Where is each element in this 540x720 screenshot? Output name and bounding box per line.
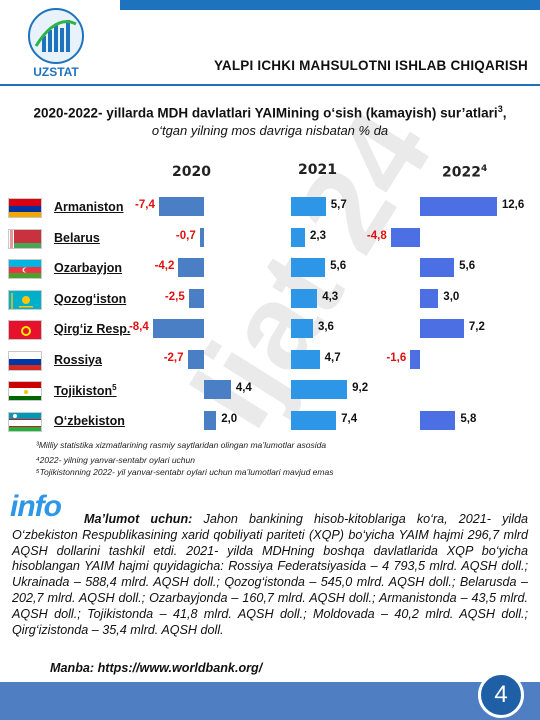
bar-2022: [390, 227, 420, 247]
belarus-flag-icon: [8, 228, 42, 249]
page-number: 4: [478, 672, 524, 718]
bar-2022: [420, 319, 464, 338]
header-accent-band: [120, 0, 540, 10]
bar-2021: [291, 197, 326, 216]
bar-2020: [178, 258, 204, 277]
page-header-title: YALPI ICHKI MAHSULOTNI ISHLAB CHIQARISH: [213, 58, 528, 73]
bar-2021: [291, 227, 306, 247]
bar-2020: [204, 380, 231, 399]
bar-2021: [291, 349, 320, 369]
data-label: 2,0: [221, 412, 238, 425]
bar-2021: [291, 319, 313, 338]
bar-2020: [204, 410, 217, 430]
bar-2022: [410, 349, 420, 369]
uzbekistan-flag-icon: [8, 411, 42, 432]
tajikistan-flag-icon: [8, 381, 42, 401]
bar-2021: [291, 288, 318, 308]
bar-2020: [188, 288, 204, 308]
data-label: 5,6: [330, 260, 347, 272]
chart-subtitle: o‘tgan yilning mos davriga nisbatan % da: [151, 123, 389, 138]
page-footer: [0, 682, 540, 720]
data-label: 5,6: [459, 260, 476, 272]
country-label: Qirg‘iz Resp.: [54, 322, 131, 336]
footnote-4: ⁴2022- yilning yanvar-sentabr oylari uch…: [36, 455, 195, 465]
info-lead: Ma’lumot uchun:: [84, 512, 193, 526]
data-label: 7,4: [341, 412, 358, 425]
year-label-2021: 2021: [298, 162, 337, 178]
data-label: 4,7: [324, 351, 341, 364]
data-label: 3,0: [443, 290, 460, 303]
country-label: Ozarbayjon: [54, 261, 123, 275]
data-label: -4,8: [366, 229, 387, 242]
data-label: 7,2: [468, 321, 485, 333]
bar-2022: [420, 410, 456, 430]
bar-2021: [291, 380, 348, 399]
russia-flag-icon: [8, 350, 42, 371]
page-header: UZSTAT YALPI ICHKI MAHSULOTNI ISHLAB CHI…: [0, 0, 540, 92]
year-label-2020: 2020: [172, 164, 211, 180]
bar-2022: [420, 197, 497, 216]
year-label-2022: 20224: [442, 164, 488, 181]
info-text: Ma’lumot uchun: Jahon bankining hisob-ki…: [12, 512, 528, 638]
country-label: Tojikiston5: [54, 383, 117, 399]
footnote-5: ⁵Tojikistonning 2022- yil yanvar-sentabr…: [36, 467, 334, 477]
bar-2022: [420, 258, 455, 277]
data-label: 12,6: [501, 199, 525, 211]
country-label: O‘zbekiston: [54, 413, 125, 428]
data-label: -8,4: [128, 321, 149, 333]
bar-2021: [291, 410, 337, 430]
data-label: 9,2: [352, 382, 369, 394]
data-label: 4,3: [322, 290, 339, 303]
logo-text: UZSTAT: [33, 65, 79, 79]
data-label: -2,5: [164, 290, 185, 303]
data-label: 3,6: [317, 321, 334, 333]
country-label: Armaniston: [54, 200, 124, 214]
info-logo: info: [10, 490, 62, 523]
footnote-3: ³Milliy statistika xizmatlarining rasmiy…: [36, 440, 327, 450]
bar-2021: [291, 258, 326, 277]
azerbaijan-flag-icon: [8, 259, 42, 279]
data-label: -2,7: [163, 351, 184, 364]
data-label: -0,7: [175, 229, 196, 242]
bar-2020: [187, 349, 204, 369]
header-divider: [0, 84, 540, 86]
country-label: Qozog‘iston: [54, 291, 127, 306]
country-label: Rossiya: [54, 352, 102, 367]
bar-2020: [152, 319, 204, 338]
uzstat-logo: UZSTAT: [14, 6, 104, 82]
chart-title: 2020-2022- yillarda MDH davlatlari YAIMi…: [33, 104, 507, 121]
data-label: -1,6: [386, 351, 407, 364]
info-body: Jahon bankining hisob-kitoblariga ko‘ra,…: [12, 512, 528, 637]
data-label: 4,4: [235, 382, 252, 394]
data-label: -7,4: [135, 199, 155, 211]
data-label: 5,7: [330, 199, 347, 211]
kyrgyzstan-flag-icon: [8, 320, 42, 340]
data-label: 5,8: [460, 412, 477, 425]
bar-2022: [420, 288, 439, 308]
source-link[interactable]: Manba: https://www.worldbank.org/: [50, 661, 263, 675]
country-label: Belarus: [54, 230, 100, 245]
data-label: -4,2: [154, 260, 175, 272]
armenia-flag-icon: [8, 198, 42, 218]
kazakhstan-flag-icon: [8, 289, 42, 310]
bar-2020: [158, 197, 204, 216]
data-label: 2,3: [310, 229, 327, 242]
bar-2020: [199, 227, 204, 247]
